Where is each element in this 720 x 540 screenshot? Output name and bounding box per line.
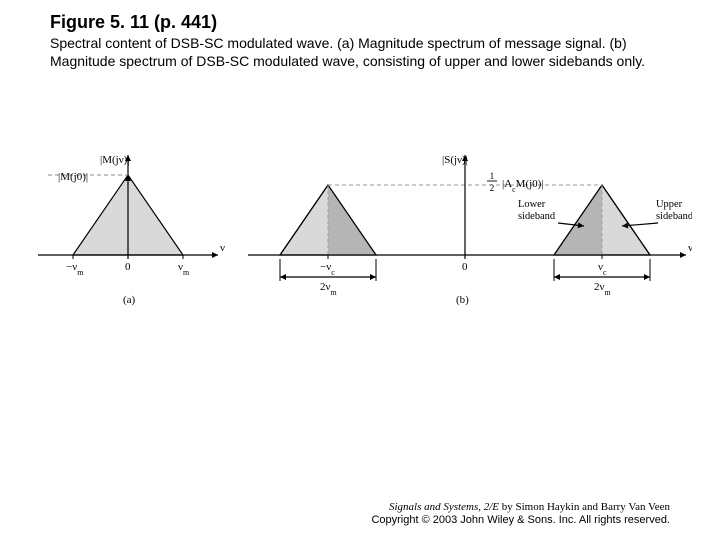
svg-text:−νm: −νm (66, 261, 84, 277)
svg-text:ν: ν (688, 242, 692, 254)
panel-b: |S(jν)|12|AcM(j0)|LowersidebandUpperside… (248, 154, 692, 306)
svg-text:(a): (a) (123, 294, 136, 306)
svg-text:Upper: Upper (656, 199, 683, 210)
svg-text:sideband: sideband (518, 211, 556, 222)
figure-caption: Spectral content of DSB-SC modulated wav… (50, 35, 670, 70)
figure-title: Figure 5. 11 (p. 441) (50, 12, 670, 33)
svg-text:Lower: Lower (518, 199, 546, 210)
svg-text:−νc: −νc (320, 261, 335, 277)
svg-text:|AcM(j0)|: |AcM(j0)| (502, 178, 544, 194)
svg-text:ν: ν (220, 242, 225, 254)
footer: Signals and Systems, 2/E by Simon Haykin… (371, 501, 670, 529)
svg-text:1: 1 (490, 172, 495, 182)
figures-container: |M(jν)| |M(j0)| ν −νm 0 νm (a) |S(jν)| 1 2 |AcM(j0… (28, 135, 692, 335)
svg-text:sideband: sideband (656, 211, 692, 222)
svg-text:|M(jν)|: |M(jν)| (100, 154, 130, 166)
svg-text:νc: νc (598, 261, 607, 277)
svg-text:|M(j0)|: |M(j0)| (58, 171, 88, 183)
footer-copyright: Copyright © 2003 John Wiley & Sons. Inc.… (371, 514, 670, 528)
svg-text:2νm: 2νm (320, 281, 337, 297)
footer-authors: by Simon Haykin and Barry Van Veen (499, 501, 670, 513)
svg-text:2νm: 2νm (594, 281, 611, 297)
panel-a: |M(jν)| |M(j0)| ν −νm 0 νm (a) (38, 154, 225, 306)
svg-text:0: 0 (462, 261, 468, 273)
svg-text:|S(jν)|: |S(jν)| (442, 154, 468, 166)
svg-text:(b): (b) (456, 294, 469, 306)
svg-text:νm: νm (178, 261, 190, 277)
figures-svg: |M(jν)| |M(j0)| ν −νm 0 νm (a) |S(jν)| 1 2 |AcM(j0… (28, 135, 692, 335)
svg-text:0: 0 (125, 261, 131, 273)
footer-book: Signals and Systems, 2/E (389, 501, 499, 513)
svg-text:2: 2 (490, 184, 495, 194)
